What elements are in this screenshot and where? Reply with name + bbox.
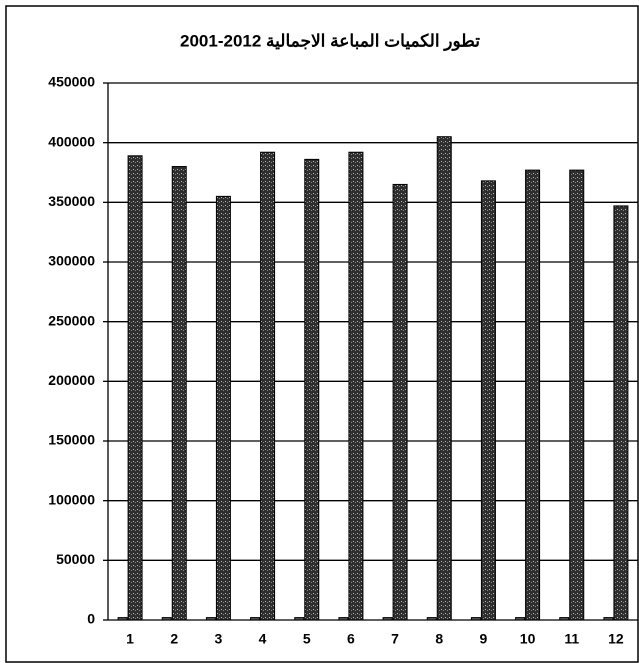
bar (304, 158, 320, 621)
x-tick-label: 5 (303, 631, 311, 647)
bar (426, 617, 437, 621)
y-tick-label: 250000 (48, 312, 95, 328)
y-tick-label: 100000 (48, 491, 95, 507)
bar (215, 195, 231, 621)
x-tick-label: 1 (126, 631, 134, 647)
x-tick-label: 6 (347, 631, 355, 647)
x-tick-label: 7 (391, 631, 399, 647)
bar (338, 617, 349, 621)
y-tick-label: 400000 (48, 133, 95, 149)
bar (559, 617, 570, 621)
bar (603, 617, 614, 621)
y-tick-label: 150000 (48, 432, 95, 448)
bar (161, 617, 172, 621)
bar (205, 617, 216, 621)
y-tick-label: 450000 (48, 74, 95, 90)
y-tick-label: 0 (87, 611, 95, 627)
bar (569, 169, 585, 621)
x-tick-label: 11 (564, 631, 579, 647)
y-tick-label: 350000 (48, 193, 95, 209)
y-tick-label: 200000 (48, 372, 95, 388)
bar (480, 180, 496, 621)
frame (5, 5, 639, 663)
bar (117, 617, 128, 621)
bar (525, 169, 541, 621)
x-tick-label: 10 (520, 631, 536, 647)
bar (436, 136, 452, 621)
y-tick-label: 300000 (48, 253, 95, 269)
bar (294, 617, 305, 621)
bar (348, 151, 364, 621)
bar (382, 617, 393, 621)
bar (515, 617, 526, 621)
bar (260, 151, 276, 621)
bar (250, 617, 261, 621)
x-tick-label: 4 (259, 631, 267, 647)
x-tick-label: 3 (215, 631, 223, 647)
chart-title: تطور الكميات المباعة الاجمالية 2012-2001 (180, 31, 480, 51)
x-tick-label: 2 (170, 631, 178, 647)
bar (127, 155, 143, 621)
y-tick-label: 50000 (56, 551, 95, 567)
bar (392, 183, 408, 621)
x-tick-label: 9 (480, 631, 488, 647)
x-tick-label: 12 (608, 631, 624, 647)
x-tick-label: 8 (435, 631, 443, 647)
bar (470, 617, 481, 621)
bar (171, 166, 187, 621)
bar (613, 205, 629, 621)
